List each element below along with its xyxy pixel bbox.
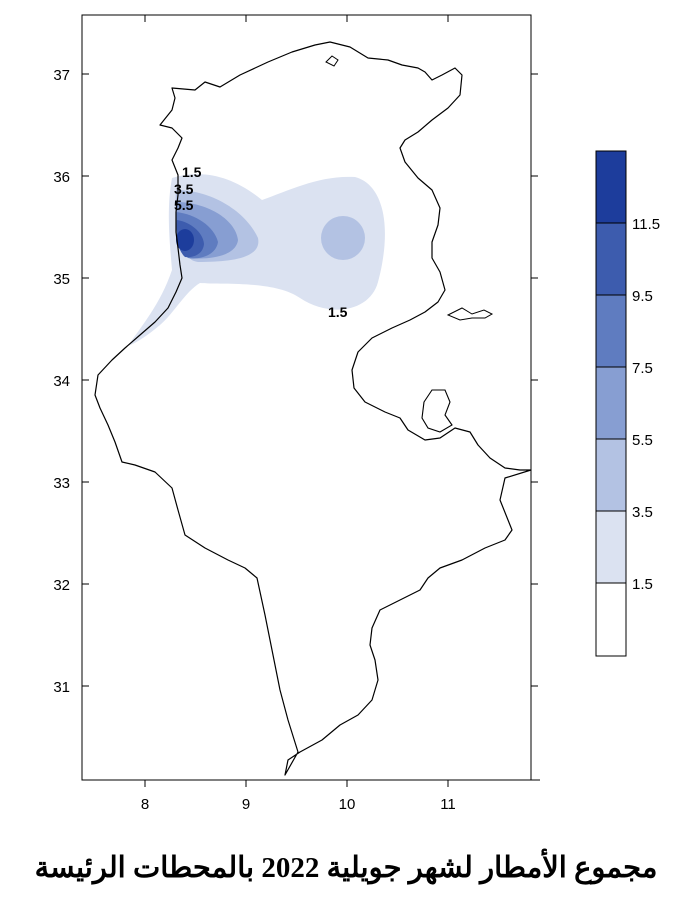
contour-label: 1.5 [328,304,348,320]
y-tick-label: 36 [53,169,70,186]
rainfall-contours [128,174,385,346]
legend-swatch [596,151,626,223]
y-tick-label: 32 [53,577,70,594]
contour-label: 3.5 [174,181,194,197]
y-tick-label: 31 [53,679,70,696]
map-caption: مجموع الأمطار لشهر جويلية 2022 بالمحطات … [34,852,658,884]
contour-fill-3-5-east [321,216,365,260]
contour-fill-11-5 [176,229,194,251]
legend-label: 3.5 [632,504,653,521]
legend-label: 11.5 [632,216,660,233]
country-outline [94,41,532,776]
x-tick-label: 11 [440,796,456,813]
legend-label: 1.5 [632,576,653,593]
x-tick-label: 10 [339,796,356,813]
contour-labels: 1.5 3.5 5.5 1.5 [174,164,348,320]
legend-border [595,150,627,657]
contour-fill-1-5 [128,174,385,346]
y-tick-label: 33 [53,475,70,492]
plot-frame [81,14,532,781]
contour-label: 1.5 [182,164,202,180]
y-tick-label: 34 [53,373,70,390]
island-kerkennah [446,307,494,321]
legend-swatch [596,367,626,439]
legend-swatch [596,223,626,295]
y-tick-label: 37 [53,67,70,84]
island-djerba [421,389,453,433]
legend-label: 7.5 [632,360,653,377]
y-tick-label: 35 [53,271,70,288]
island-cap-bon [325,55,339,67]
y-axis [82,73,540,781]
legend-swatch [596,583,626,656]
x-tick-label: 9 [242,796,250,813]
legend-swatch [596,295,626,367]
legend-label: 9.5 [632,288,653,305]
legend-colorbar [595,150,627,657]
legend-swatch [596,439,626,511]
legend-swatch [596,511,626,583]
contour-label: 5.5 [174,197,194,213]
x-tick-label: 8 [141,796,149,813]
x-axis [144,15,449,787]
legend-label: 5.5 [632,432,653,449]
